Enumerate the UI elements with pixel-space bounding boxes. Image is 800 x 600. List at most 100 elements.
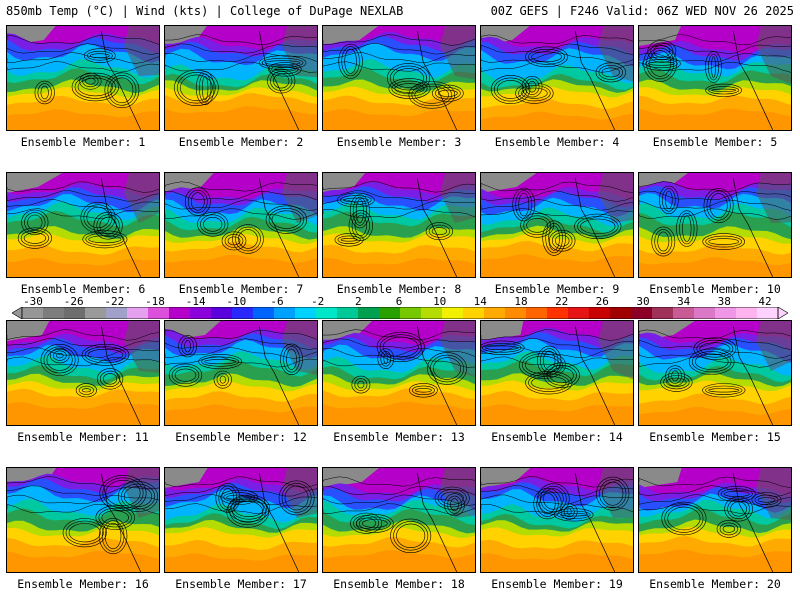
colorbar-swatch: [316, 307, 338, 319]
colorbar-tick-label: 26: [595, 295, 609, 308]
colorbar-swatch: [190, 307, 212, 319]
colorbar-swatch: [211, 307, 233, 319]
ensemble-member-map: [322, 25, 476, 131]
colorbar-tick-label: 6: [395, 295, 403, 308]
colorbar-swatch: [22, 307, 44, 319]
colorbar-swatch: [715, 307, 737, 319]
ensemble-member-label: Ensemble Member: 12: [175, 430, 307, 444]
colorbar-tick-label: 10: [433, 295, 447, 308]
colorbar-swatch: [43, 307, 65, 319]
ensemble-member-map: [322, 467, 476, 573]
run-valid-time: 00Z GEFS | F246 Valid: 06Z WED NOV 26 20…: [490, 4, 794, 18]
ensemble-member-map: [480, 172, 634, 278]
colorbar-tick-label: 22: [555, 295, 569, 308]
colorbar-tick-label: -26: [63, 295, 84, 308]
colorbar-swatch: [253, 307, 275, 319]
colorbar-swatch: [148, 307, 170, 319]
ensemble-member-map: [6, 172, 160, 278]
colorbar-tick-label: 34: [677, 295, 691, 308]
colorbar-max-arrow: [777, 307, 788, 319]
colorbar-min-arrow: [12, 307, 23, 319]
ensemble-member-map: [322, 172, 476, 278]
colorbar-swatch: [589, 307, 611, 319]
colorbar-swatch: [673, 307, 695, 319]
colorbar-tick-label: 42: [758, 295, 772, 308]
ensemble-member-map: [638, 25, 792, 131]
colorbar-swatch: [169, 307, 191, 319]
temperature-colorbar: [12, 307, 788, 319]
colorbar-swatch: [652, 307, 674, 319]
colorbar-swatch: [85, 307, 107, 319]
colorbar-swatch: [379, 307, 401, 319]
ensemble-member-label: Ensemble Member: 8: [336, 282, 462, 296]
colorbar-tick-label: -10: [226, 295, 247, 308]
colorbar-tick-label: -6: [270, 295, 284, 308]
ensemble-member-label: Ensemble Member: 10: [649, 282, 781, 296]
colorbar-swatch: [757, 307, 779, 319]
ensemble-member-map: [6, 467, 160, 573]
ensemble-member-label: Ensemble Member: 5: [652, 135, 778, 149]
colorbar-swatch: [484, 307, 506, 319]
ensemble-member-label: Ensemble Member: 2: [178, 135, 304, 149]
colorbar-swatch: [694, 307, 716, 319]
ensemble-member-map: [480, 320, 634, 426]
colorbar-tick-label: -2: [311, 295, 325, 308]
colorbar-swatch: [442, 307, 464, 319]
ensemble-member-label: Ensemble Member: 7: [178, 282, 304, 296]
ensemble-member-label: Ensemble Member: 20: [649, 577, 781, 591]
colorbar-tick-label: 14: [473, 295, 487, 308]
colorbar-swatch: [232, 307, 254, 319]
ensemble-member-label: Ensemble Member: 1: [20, 135, 146, 149]
ensemble-member-label: Ensemble Member: 14: [491, 430, 623, 444]
colorbar-swatch: [64, 307, 86, 319]
ensemble-member-map: [638, 320, 792, 426]
ensemble-member-label: Ensemble Member: 19: [491, 577, 623, 591]
colorbar-swatch: [337, 307, 359, 319]
colorbar-swatch: [631, 307, 653, 319]
ensemble-member-map: [164, 172, 318, 278]
colorbar-tick-label: -22: [104, 295, 125, 308]
colorbar-swatch: [274, 307, 296, 319]
ensemble-member-map: [322, 320, 476, 426]
ensemble-member-map: [164, 467, 318, 573]
colorbar-tick-label: -18: [145, 295, 165, 308]
ensemble-member-label: Ensemble Member: 16: [17, 577, 149, 591]
ensemble-member-map: [638, 467, 792, 573]
ensemble-member-map: [164, 25, 318, 131]
colorbar-swatch: [421, 307, 443, 319]
ensemble-member-map: [480, 25, 634, 131]
ensemble-member-label: Ensemble Member: 11: [17, 430, 149, 444]
ensemble-member-label: Ensemble Member: 17: [175, 577, 307, 591]
ensemble-member-label: Ensemble Member: 15: [649, 430, 781, 444]
ensemble-member-label: Ensemble Member: 6: [20, 282, 146, 296]
colorbar-tick-label: 18: [514, 295, 528, 308]
colorbar-tick-label: -14: [185, 295, 206, 308]
colorbar-swatch: [610, 307, 632, 319]
ensemble-member-map: [638, 172, 792, 278]
ensemble-member-label: Ensemble Member: 4: [494, 135, 620, 149]
colorbar-swatch: [358, 307, 380, 319]
colorbar-tick-label: 38: [717, 295, 731, 308]
colorbar-swatch: [400, 307, 422, 319]
colorbar-swatch: [295, 307, 317, 319]
map-title: 850mb Temp (°C) | Wind (kts) | College o…: [6, 4, 404, 18]
colorbar-tick-label: 2: [354, 295, 362, 308]
ensemble-member-map: [480, 467, 634, 573]
colorbar-tick-label: 30: [636, 295, 650, 308]
colorbar-swatch: [568, 307, 590, 319]
ensemble-member-label: Ensemble Member: 13: [333, 430, 465, 444]
colorbar-swatch: [463, 307, 485, 319]
ensemble-member-map: [164, 320, 318, 426]
colorbar-swatch: [505, 307, 527, 319]
colorbar-swatch: [526, 307, 548, 319]
colorbar-tick-label: -30: [23, 295, 43, 308]
ensemble-member-map: [6, 25, 160, 131]
colorbar-swatch: [736, 307, 758, 319]
colorbar-swatch: [547, 307, 569, 319]
ensemble-member-label: Ensemble Member: 3: [336, 135, 462, 149]
colorbar-swatch: [127, 307, 149, 319]
ensemble-member-label: Ensemble Member: 9: [494, 282, 620, 296]
ensemble-member-map: [6, 320, 160, 426]
colorbar-swatch: [106, 307, 128, 319]
ensemble-member-label: Ensemble Member: 18: [333, 577, 465, 591]
